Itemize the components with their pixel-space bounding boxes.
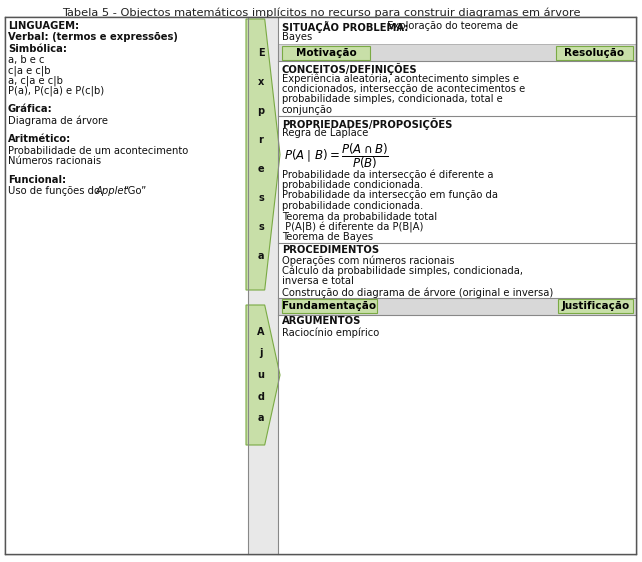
Text: Experiência aleatória, acontecimento simples e: Experiência aleatória, acontecimento sim…	[282, 74, 519, 84]
Text: ARGUMENTOS: ARGUMENTOS	[282, 316, 361, 327]
Text: Exploração do teorema de: Exploração do teorema de	[384, 21, 518, 31]
Text: A: A	[257, 327, 265, 337]
Text: PROPRIEDADES/PROPOSIÇÕES: PROPRIEDADES/PROPOSIÇÕES	[282, 117, 453, 130]
Text: P(A|B) é diferente da P(B|A): P(A|B) é diferente da P(B|A)	[282, 222, 423, 233]
Bar	[282, 299, 377, 313]
Text: c|a e c|b: c|a e c|b	[8, 65, 51, 75]
Text: r: r	[259, 135, 263, 145]
Text: Fundamentação: Fundamentação	[282, 301, 377, 311]
Text: probabilidade condicionada.: probabilidade condicionada.	[282, 201, 423, 211]
Text: Applet: Applet	[96, 187, 128, 197]
Text: inversa e total: inversa e total	[282, 277, 354, 287]
Text: PROCEDIMENTOS: PROCEDIMENTOS	[282, 245, 379, 255]
Bar	[278, 297, 636, 315]
Text: Probabilidade de um acontecimento: Probabilidade de um acontecimento	[8, 146, 188, 156]
Text: Funcional:: Funcional:	[8, 175, 66, 185]
Text: $P(A\mid B)=\dfrac{P(A\cap B)}{P(B)}$: $P(A\mid B)=\dfrac{P(A\cap B)}{P(B)}$	[284, 142, 389, 171]
Text: conjunção: conjunção	[282, 105, 333, 115]
Text: a, b e c: a, b e c	[8, 55, 44, 65]
Text: j: j	[259, 348, 263, 359]
Polygon shape	[246, 19, 280, 290]
Text: a, c|a e c|b: a, c|a e c|b	[8, 75, 63, 86]
Text: Aritmético:: Aritmético:	[8, 134, 71, 144]
Text: CONCEITOS/DEFINIÇÕES: CONCEITOS/DEFINIÇÕES	[282, 63, 418, 75]
Text: x: x	[258, 77, 264, 87]
Text: p: p	[257, 106, 265, 116]
Text: Diagrama de árvore: Diagrama de árvore	[8, 116, 108, 126]
Bar	[558, 299, 633, 313]
Bar	[278, 17, 636, 554]
Bar	[278, 44, 636, 61]
Text: s: s	[258, 193, 264, 203]
Text: LINGUAGEM:: LINGUAGEM:	[8, 21, 79, 31]
Bar	[248, 17, 278, 554]
Text: Teorema da probabilidade total: Teorema da probabilidade total	[282, 211, 437, 221]
Text: Construção do diagrama de árvore (original e inversa): Construção do diagrama de árvore (origin…	[282, 287, 553, 297]
Text: “Go”: “Go”	[123, 187, 146, 197]
Bar	[248, 290, 278, 305]
Text: probabilidade condicionada.: probabilidade condicionada.	[282, 180, 423, 190]
Text: Operações com números racionais: Operações com números racionais	[282, 256, 455, 266]
Text: d: d	[257, 392, 265, 402]
Text: Probabilidade da intersecção em função da: Probabilidade da intersecção em função d…	[282, 191, 498, 201]
Bar	[556, 46, 633, 60]
Text: Tabela 5 - Objectos matemáticos implícitos no recurso para construir diagramas e: Tabela 5 - Objectos matemáticos implícit…	[62, 8, 580, 19]
Text: Teorema de Bayes: Teorema de Bayes	[282, 233, 373, 242]
Text: SITUAÇÃO PROBLEMA:: SITUAÇÃO PROBLEMA:	[282, 21, 408, 33]
Text: E: E	[257, 48, 265, 58]
Text: s: s	[258, 222, 264, 232]
Text: a: a	[257, 413, 265, 423]
Text: Cálculo da probabilidade simples, condicionada,: Cálculo da probabilidade simples, condic…	[282, 266, 523, 277]
Text: Regra de Laplace: Regra de Laplace	[282, 128, 369, 138]
Text: u: u	[257, 370, 265, 380]
Bar	[5, 17, 248, 554]
Text: Raciocínio empírico: Raciocínio empírico	[282, 327, 379, 338]
Text: Resolução: Resolução	[564, 48, 625, 57]
Text: Números racionais: Números racionais	[8, 156, 101, 166]
Text: probabilidade simples, condicionada, total e: probabilidade simples, condicionada, tot…	[282, 94, 503, 105]
Text: P(a), P(c|a) e P(c|b): P(a), P(c|a) e P(c|b)	[8, 86, 104, 97]
Text: condicionados, intersecção de acontecimentos e: condicionados, intersecção de acontecime…	[282, 84, 525, 94]
Text: Justificação: Justificação	[561, 301, 630, 311]
Text: Simbólica:: Simbólica:	[8, 44, 67, 54]
Text: Probabilidade da intersecção é diferente a: Probabilidade da intersecção é diferente…	[282, 170, 494, 180]
Text: a: a	[257, 251, 265, 261]
Bar	[248, 445, 278, 554]
Text: e: e	[257, 164, 265, 174]
Polygon shape	[246, 305, 280, 445]
Text: Bayes: Bayes	[282, 31, 312, 42]
Text: Uso de funções do: Uso de funções do	[8, 187, 103, 197]
Text: Motivação: Motivação	[295, 48, 356, 57]
Text: Gráfica:: Gráfica:	[8, 105, 53, 115]
Bar	[282, 46, 370, 60]
Text: Verbal: (termos e expressões): Verbal: (termos e expressões)	[8, 33, 178, 43]
